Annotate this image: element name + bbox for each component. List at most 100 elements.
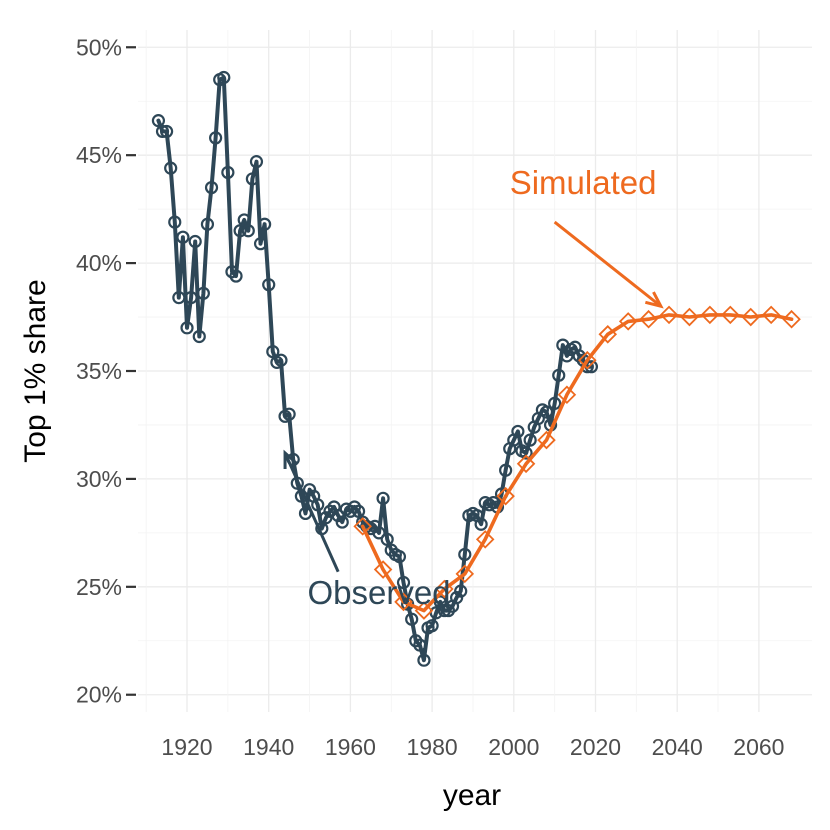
data-point-observed: [155, 124, 170, 139]
grid: [138, 30, 812, 712]
data-point-observed: [184, 291, 198, 305]
data-point-simulated: [598, 325, 618, 344]
data-point-observed: [405, 612, 419, 626]
data-point-simulated: [496, 486, 515, 506]
data-point-observed: [192, 329, 206, 344]
data-point-simulated: [721, 305, 740, 325]
data-point-observed: [319, 511, 333, 525]
data-point-simulated: [639, 309, 658, 329]
y-tick-label: 40%: [76, 250, 122, 276]
data-point-observed: [164, 161, 178, 175]
data-point-observed: [249, 155, 264, 169]
data-point-observed: [548, 396, 562, 410]
y-tick-label: 25%: [76, 574, 122, 600]
series-layer: [151, 70, 801, 667]
annotation-arrow-head: [644, 291, 664, 309]
x-tick-label: 1920: [161, 734, 212, 760]
data-point-observed: [425, 619, 439, 633]
annotation-label: Simulated: [510, 164, 657, 201]
y-tick-label: 45%: [76, 142, 122, 168]
data-point-observed: [180, 321, 194, 335]
data-point-observed: [221, 165, 235, 180]
data-point-observed: [172, 291, 186, 305]
x-tick-label: 2060: [733, 734, 784, 760]
data-point-observed: [151, 114, 166, 128]
data-point-observed: [258, 217, 272, 231]
data-point-observed: [168, 215, 182, 229]
data-point-observed: [511, 424, 525, 439]
y-tick-label: 50%: [76, 34, 122, 60]
data-point-observed: [351, 504, 366, 518]
data-point-observed: [499, 463, 513, 477]
data-point-simulated: [537, 430, 556, 450]
x-tick-label: 1940: [243, 734, 294, 760]
data-point-observed: [380, 532, 394, 546]
data-point-observed: [204, 180, 219, 195]
data-point-simulated: [435, 579, 454, 599]
annotation-arrow-shaft: [283, 452, 340, 573]
annotations: Simulated Observed: [283, 164, 664, 611]
data-point-simulated: [700, 305, 720, 325]
data-point-simulated: [659, 305, 679, 325]
data-point-observed: [417, 653, 431, 667]
data-point-observed: [262, 278, 276, 292]
data-point-observed: [331, 509, 345, 523]
data-point-simulated: [578, 350, 597, 370]
data-point-simulated: [761, 305, 781, 325]
data-point-observed: [188, 234, 202, 249]
data-point-observed: [335, 515, 349, 529]
annotation-observed: Observed: [283, 449, 451, 611]
data-point-simulated: [475, 530, 495, 549]
data-point-observed: [159, 124, 174, 139]
data-point-observed: [376, 491, 390, 505]
data-point-observed: [245, 172, 259, 186]
x-tick-label: 2040: [652, 734, 703, 760]
data-point-observed: [392, 550, 407, 564]
data-point-observed: [450, 591, 464, 605]
data-point-observed: [302, 483, 317, 497]
data-point-observed: [539, 405, 554, 419]
data-point-observed: [209, 131, 223, 145]
data-point-observed: [523, 433, 537, 447]
y-tick-label: 30%: [76, 466, 122, 492]
series-simulated: [353, 305, 801, 620]
data-point-observed: [282, 407, 296, 421]
data-point-simulated: [414, 601, 434, 620]
data-point-observed: [458, 547, 472, 562]
y-tick-label: 35%: [76, 358, 122, 384]
annotation-simulated: Simulated: [510, 164, 664, 309]
series-line-simulated: [360, 313, 794, 613]
data-point-simulated: [373, 560, 393, 579]
data-point-observed: [311, 498, 325, 512]
x-tick-label: 1960: [325, 734, 376, 760]
data-point-simulated: [557, 385, 577, 405]
data-point-observed: [233, 224, 247, 238]
data-point-observed: [454, 584, 468, 598]
annotation-label: Observed: [307, 574, 450, 611]
data-point-simulated: [353, 517, 372, 536]
annotation-arrow-shaft: [553, 220, 662, 308]
data-point-simulated: [394, 592, 413, 612]
x-tick-label: 2020: [570, 734, 621, 760]
data-point-observed: [266, 344, 280, 359]
data-point-simulated: [618, 312, 638, 331]
y-tick-label: 20%: [76, 682, 122, 708]
x-axis-title: year: [443, 779, 501, 812]
data-point-observed: [413, 638, 427, 652]
y-axis-title: Top 1% share: [19, 279, 52, 462]
data-point-observed: [237, 213, 251, 227]
data-point-simulated: [741, 307, 761, 327]
data-point-observed: [519, 446, 533, 460]
data-point-observed: [217, 70, 231, 85]
data-point-observed: [396, 575, 411, 590]
data-point-simulated: [516, 454, 536, 474]
x-tick-label: 1980: [407, 734, 458, 760]
x-axis: 1920 1940 1960 1980 2000 2020 2040 2060: [161, 734, 784, 760]
data-point-observed: [196, 286, 210, 300]
data-point-observed: [274, 353, 288, 367]
x-tick-label: 2000: [488, 734, 539, 760]
data-point-simulated: [455, 564, 475, 584]
data-point-observed: [560, 349, 574, 363]
data-point-simulated: [680, 307, 699, 327]
